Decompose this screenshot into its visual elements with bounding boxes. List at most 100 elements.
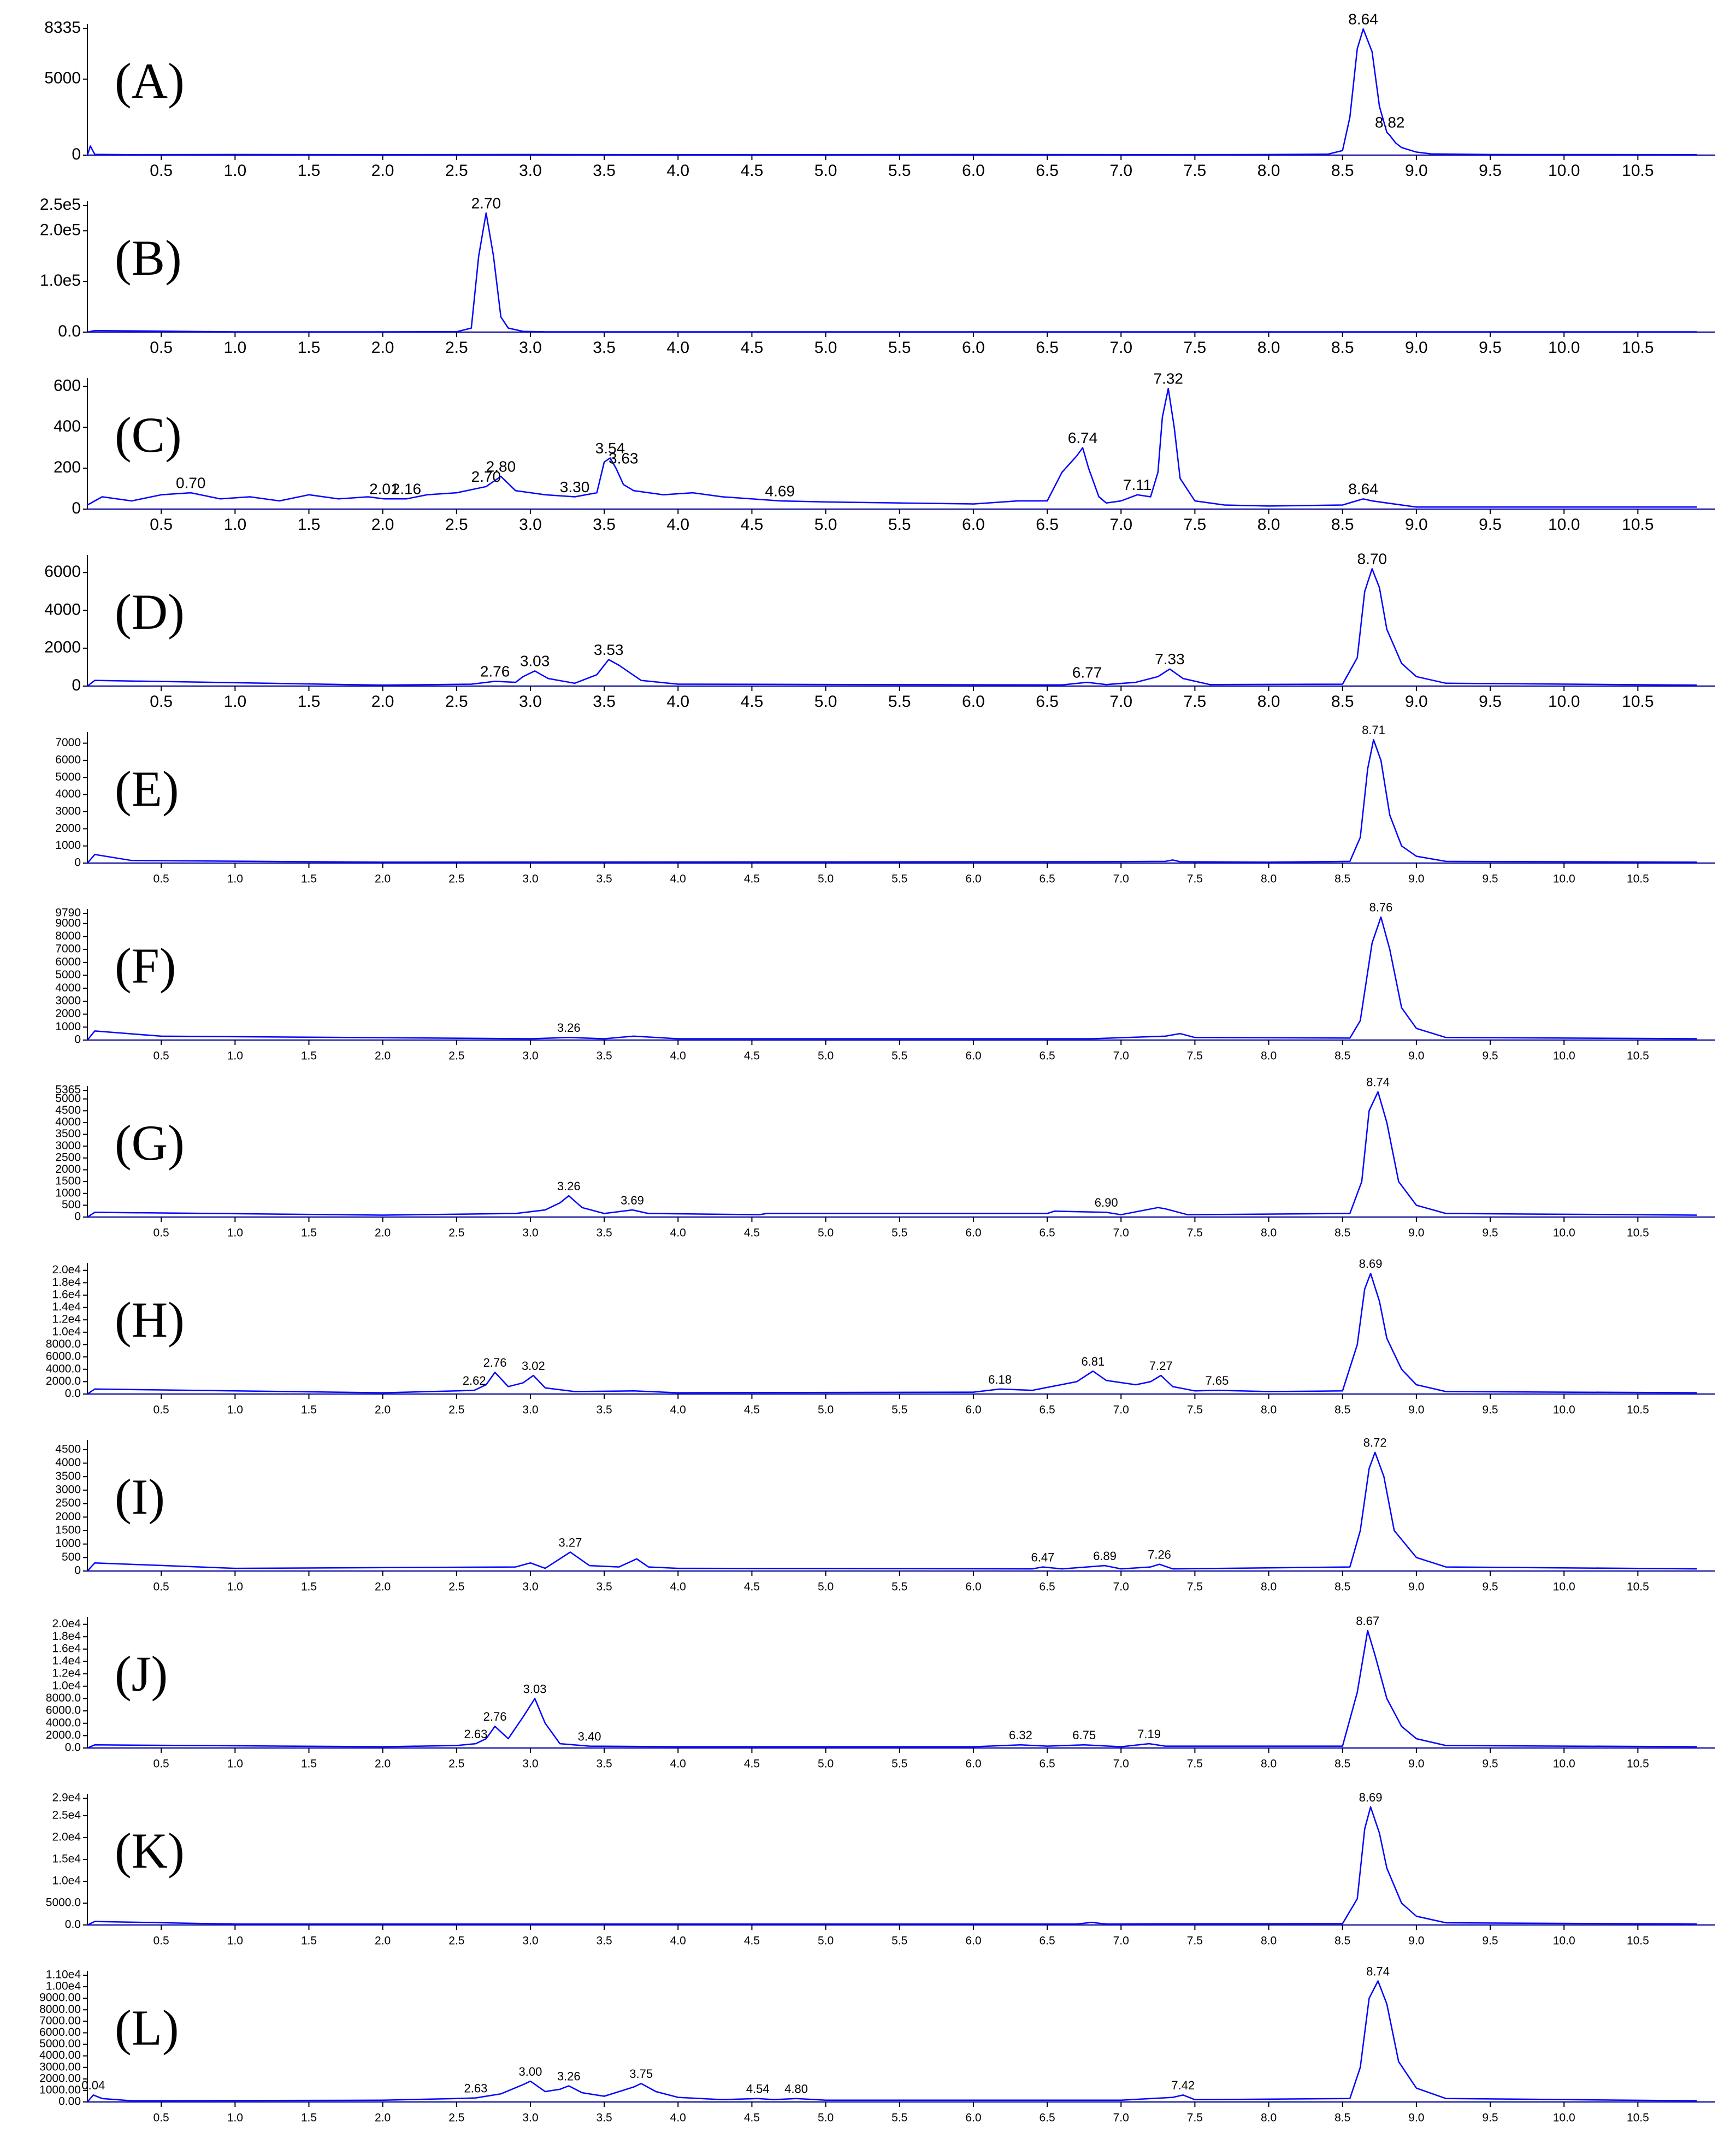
y-tick-label: 1.0e4 (52, 1875, 81, 1887)
x-tick-label: 9.5 (1482, 1935, 1498, 1947)
x-tick-label: 7.5 (1187, 2112, 1203, 2124)
x-tick-label: 1.0 (227, 873, 243, 885)
x-tick-label: 8.0 (1261, 1935, 1277, 1947)
y-tick-label: 1000 (55, 1186, 81, 1199)
x-tick-label: 5.0 (814, 693, 837, 711)
x-tick-label: 3.5 (597, 873, 612, 885)
x-tick-label: 4.5 (744, 1758, 760, 1770)
x-tick-label: 2.0 (375, 1404, 391, 1416)
y-tick-label: 2.9e4 (52, 1792, 81, 1804)
x-tick-label: 1.0 (227, 1758, 243, 1770)
x-tick-label: 3.0 (522, 1935, 538, 1947)
x-tick-label: 2.0 (375, 1227, 391, 1239)
x-tick-label: 9.5 (1482, 1758, 1498, 1770)
y-tick-label: 0 (74, 1210, 81, 1223)
x-tick-label: 7.5 (1187, 873, 1203, 885)
x-tick-label: 1.5 (301, 1758, 317, 1770)
peak-label: 6.75 (1072, 1728, 1096, 1742)
y-tick-label: 0.0 (65, 1918, 81, 1931)
x-tick-label: 9.5 (1482, 873, 1498, 885)
y-tick-label: 1.4e4 (52, 1655, 81, 1667)
x-tick-label: 8.0 (1261, 1050, 1277, 1062)
panel-label: (E) (115, 761, 179, 817)
x-tick-label: 8.5 (1331, 162, 1354, 180)
peak-label: 2.80 (486, 458, 516, 475)
x-tick-label: 10.0 (1548, 693, 1580, 711)
chromatogram-line (87, 1806, 1697, 1926)
x-tick-label: 9.5 (1482, 1404, 1498, 1416)
x-tick-label: 3.5 (597, 1227, 612, 1239)
y-tick-label: 8335 (44, 19, 81, 37)
x-tick-label: 10.5 (1627, 1935, 1649, 1947)
x-tick-label: 4.0 (666, 693, 689, 711)
y-tick-label: 0 (74, 857, 81, 869)
x-tick-label: 4.5 (744, 2112, 760, 2124)
peak-label: 8.72 (1363, 1436, 1387, 1450)
x-tick-label: 9.5 (1479, 693, 1502, 711)
y-tick-label: 0 (72, 145, 81, 163)
x-tick-label: 4.5 (741, 162, 764, 180)
x-tick-label: 3.0 (522, 1404, 538, 1416)
peak-label: 0.04 (81, 2078, 105, 2092)
peak-label: 6.47 (1031, 1550, 1055, 1564)
y-tick-label: 4000 (55, 1116, 81, 1129)
y-tick-label: 1500 (55, 1524, 81, 1537)
x-tick-label: 8.5 (1331, 693, 1354, 711)
x-tick-label: 5.5 (888, 339, 911, 357)
x-tick-label: 0.5 (153, 1227, 169, 1239)
x-tick-label: 10.5 (1622, 693, 1654, 711)
chromatogram-line (87, 568, 1697, 687)
x-tick-label: 8.5 (1331, 516, 1354, 534)
y-tick-label: 1500 (55, 1175, 81, 1188)
x-tick-label: 4.5 (741, 339, 764, 357)
x-tick-label: 1.0 (223, 516, 246, 534)
x-tick-label: 6.5 (1039, 1935, 1055, 1947)
x-tick-label: 6.5 (1036, 516, 1059, 534)
x-tick-label: 7.5 (1187, 1581, 1203, 1593)
x-tick-label: 6.5 (1036, 693, 1059, 711)
peak-label: 3.30 (560, 479, 590, 495)
peak-label: 3.53 (594, 641, 624, 658)
y-tick-label: 6000.00 (39, 2026, 81, 2039)
peak-label: 3.54 (595, 440, 625, 457)
y-tick-label: 0.0 (65, 1741, 81, 1754)
x-tick-label: 1.5 (301, 1935, 317, 1947)
x-tick-label: 1.0 (223, 162, 246, 180)
x-tick-label: 9.0 (1408, 1404, 1424, 1416)
y-tick-label: 1000 (55, 1537, 81, 1550)
x-tick-label: 1.5 (301, 1227, 317, 1239)
x-tick-label: 8.5 (1335, 1227, 1350, 1239)
y-tick-label: 1000 (55, 839, 81, 852)
x-tick-label: 10.5 (1627, 2112, 1649, 2124)
x-tick-label: 6.0 (965, 1581, 981, 1593)
panel-label: (D) (115, 584, 185, 640)
panel-label: (C) (115, 407, 182, 463)
x-tick-label: 1.5 (298, 516, 321, 534)
y-tick-label: 500 (62, 1198, 81, 1211)
peak-label: 7.27 (1149, 1359, 1173, 1373)
x-tick-label: 8.5 (1335, 2112, 1350, 2124)
x-tick-label: 5.5 (891, 2112, 907, 2124)
x-tick-label: 10.5 (1627, 1404, 1649, 1416)
x-tick-label: 3.0 (519, 162, 542, 180)
x-tick-label: 8.0 (1261, 873, 1277, 885)
x-tick-label: 0.5 (153, 1050, 169, 1062)
y-tick-label: 1.0e5 (40, 271, 81, 290)
x-tick-label: 7.0 (1113, 1050, 1129, 1062)
x-tick-label: 5.0 (818, 1935, 834, 1947)
x-tick-label: 7.0 (1113, 1404, 1129, 1416)
x-tick-label: 6.0 (965, 1050, 981, 1062)
x-tick-label: 5.0 (818, 1227, 834, 1239)
x-tick-label: 9.5 (1482, 1050, 1498, 1062)
peak-label: 8.70 (1357, 551, 1387, 568)
y-tick-label: 1.00e4 (46, 1980, 81, 1993)
x-tick-label: 0.5 (150, 339, 173, 357)
x-tick-label: 7.0 (1113, 1227, 1129, 1239)
x-tick-label: 2.5 (448, 873, 464, 885)
x-tick-label: 5.5 (891, 1227, 907, 1239)
x-tick-label: 10.5 (1627, 1758, 1649, 1770)
x-tick-label: 4.0 (670, 873, 686, 885)
peak-label: 3.02 (522, 1359, 545, 1373)
y-tick-label: 8000.0 (46, 1692, 81, 1704)
x-tick-label: 5.0 (818, 1404, 834, 1416)
